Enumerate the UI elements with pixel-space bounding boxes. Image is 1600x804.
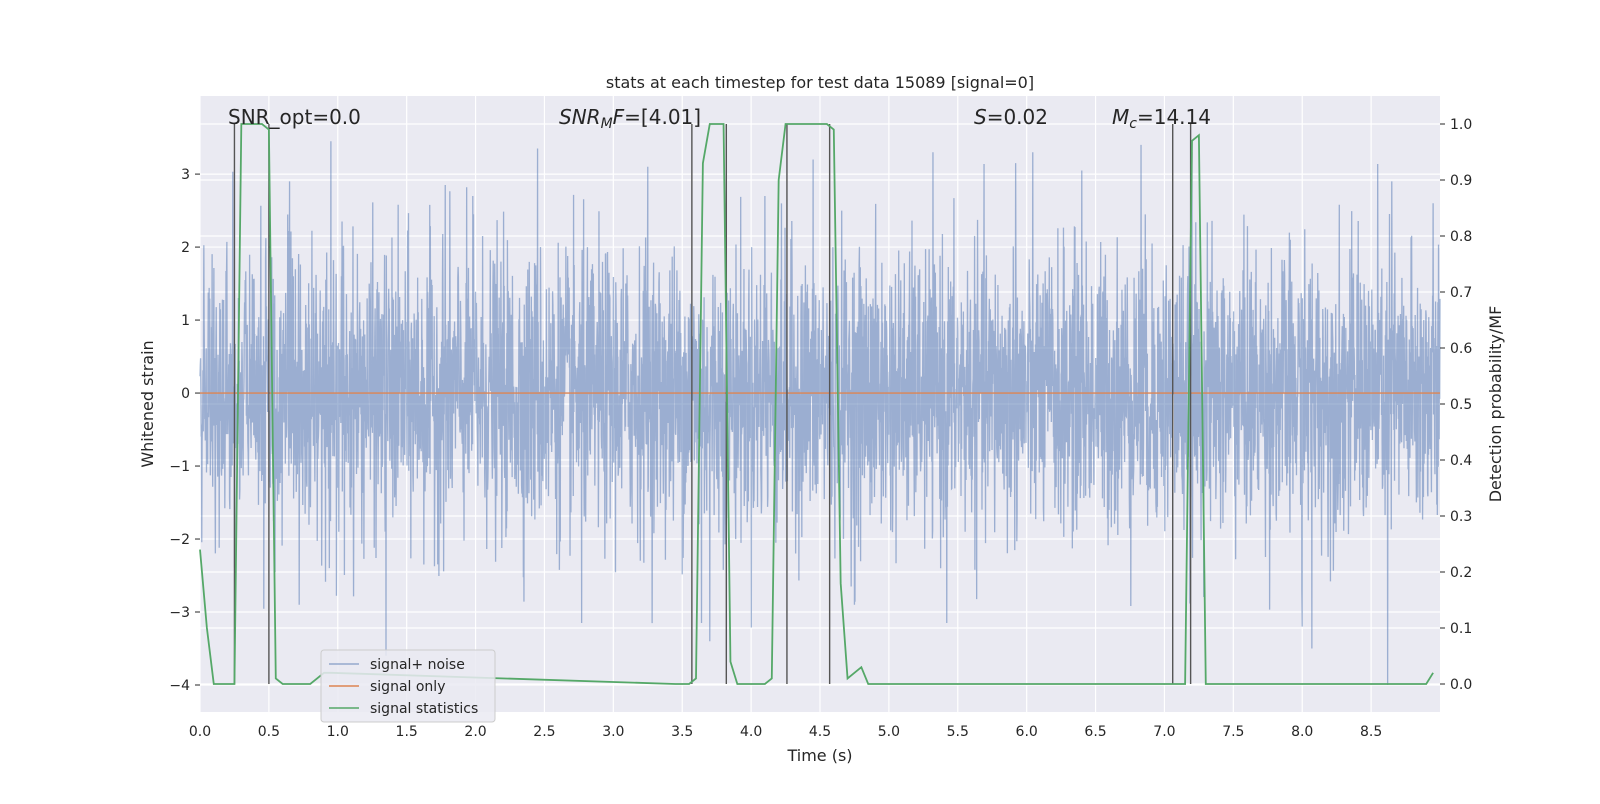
legend: signal+ noise signal only signal statist… [320,649,496,723]
snr-mf-value: =[4.01] [624,105,701,129]
legend-box [320,649,496,723]
x-tick-label: 4.5 [809,724,831,740]
y-tick-label: −1 [169,459,190,475]
y-axis-label: Whitened strain [138,340,157,467]
x-tick-label: 7.5 [1222,724,1244,740]
annotation-snr-opt: SNR_opt=0.0 [228,105,361,129]
signal-statistics-line [199,123,1434,685]
x-tick-label: 2.0 [464,724,486,740]
chart-title: stats at each timestep for test data 150… [606,73,1034,92]
snr-mf-rest: F [613,105,625,129]
annotation-snr-mf: SNRMF=[4.01] [559,105,701,132]
x-tick-label: 3.5 [671,724,693,740]
x-tick-label: 4.0 [740,724,762,740]
annotation-mc: Mc=14.14 [1112,105,1211,132]
y-tick-label: −4 [169,678,190,694]
x-axis-label: Time (s) [786,746,852,765]
mc-symbol: M [1112,105,1129,129]
s-value: =0.02 [987,105,1048,129]
y-right-tick-label: 0.6 [1450,341,1472,357]
y-right-tick-label: 0.2 [1450,565,1472,581]
y-right-tick-label: 0.0 [1450,677,1472,693]
legend-label-signal-statistics: signal statistics [370,701,478,717]
x-tick-label: 5.0 [878,724,900,740]
x-tick-label: 1.0 [327,724,349,740]
y-tick-label: −2 [169,532,190,548]
mc-subscript: c [1129,116,1137,132]
y-right-tick-label: 1.0 [1450,117,1472,133]
x-tick-label: 8.5 [1360,724,1382,740]
x-tick-label: 1.5 [396,724,418,740]
x-tick-label: 0.0 [189,724,211,740]
y-right-tick-label: 0.3 [1450,509,1472,525]
x-tick-label: 2.5 [533,724,555,740]
y-right-tick-label: 0.1 [1450,621,1472,637]
signal-noise-line [199,141,1441,686]
y-tick-label: 3 [181,167,190,183]
s-symbol: S [974,105,987,129]
x-tick-label: 0.5 [258,724,280,740]
x-tick-label: 8.0 [1291,724,1313,740]
annotation-s: S=0.02 [974,105,1048,129]
x-tick-label: 7.0 [1153,724,1175,740]
x-tick-label: 6.5 [1084,724,1106,740]
x-tick-label: 6.0 [1016,724,1038,740]
y-right-tick-label: 0.8 [1450,229,1472,245]
y-tick-label: 0 [181,386,190,402]
snr-mf-subscript: M [601,116,613,132]
signal-statistics-series [199,123,1434,685]
x-tick-label: 5.5 [947,724,969,740]
y-right-tick-label: 0.9 [1450,173,1472,189]
y-tick-label: 1 [181,313,190,329]
y-right-axis-label: Detection probability/MF [1486,306,1505,503]
y-right-tick-label: 0.5 [1450,397,1472,413]
tick-labels: 0.0 0.5 1.0 1.5 2.0 2.5 3.0 3.5 4.0 4.5 5.0 5.5 6.0 6… [169,117,1472,740]
y-tick-label: 2 [181,240,190,256]
y-tick-label: −3 [169,605,190,621]
legend-label-signal-only: signal only [370,679,445,695]
x-tick-label: 3.0 [602,724,624,740]
snr-mf-symbol: SNR [559,105,601,129]
signal-noise-series [199,141,1441,686]
mc-value: =14.14 [1137,105,1211,129]
y-right-tick-label: 0.4 [1450,453,1472,469]
y-right-tick-label: 0.7 [1450,285,1472,301]
legend-label-signal-noise: signal+ noise [370,657,465,673]
